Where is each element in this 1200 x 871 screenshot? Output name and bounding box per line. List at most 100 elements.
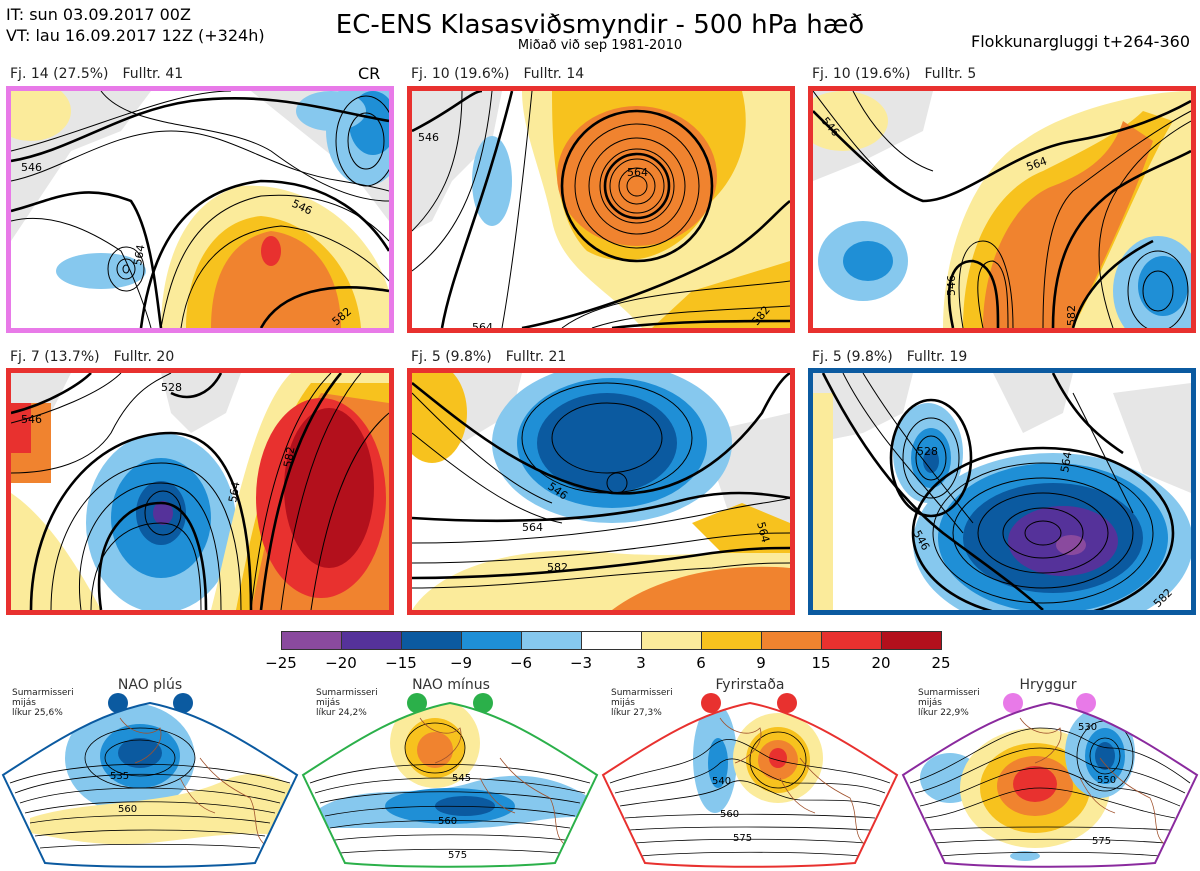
cluster-representative: Fulltr. 20 <box>113 349 175 365</box>
scale-tick: −6 <box>509 654 533 672</box>
color-swatch <box>641 631 702 650</box>
regime-info: Sumarmisseri mijás líkur 22,9% <box>918 688 980 718</box>
contour-label: 528 <box>161 381 182 394</box>
cluster-map-5: 546 564 582 564 <box>407 368 795 615</box>
color-swatch <box>701 631 762 650</box>
scale-tick: −20 <box>325 654 357 672</box>
contour-label: 550 <box>1097 775 1116 786</box>
header-times: IT: sun 03.09.2017 00Z VT: lau 16.09.201… <box>6 4 265 46</box>
regime-marker <box>473 693 493 713</box>
contour-label: 535 <box>110 771 129 782</box>
panel-4-label: Fj. 7 (13.7%) Fulltr. 20 <box>10 349 174 365</box>
contour-label: 564 <box>131 244 147 267</box>
contour-label: 582 <box>1065 305 1078 326</box>
cluster-representative: Fulltr. 21 <box>505 349 567 365</box>
cluster-representative: Fulltr. 5 <box>924 66 977 82</box>
regime-name: Hryggur <box>1019 677 1077 693</box>
contour-label: 582 <box>547 561 568 574</box>
color-swatch <box>761 631 822 650</box>
cluster-map-2: 546 564 564 582 <box>407 86 795 333</box>
cluster-representative: Fulltr. 41 <box>122 66 184 82</box>
color-swatch <box>521 631 582 650</box>
scale-tick: 9 <box>756 654 766 672</box>
valid-time: VT: lau 16.09.2017 12Z (+324h) <box>6 26 265 45</box>
contour-label: 564 <box>754 520 772 544</box>
panel-3-label: Fj. 10 (19.6%) Fulltr. 5 <box>812 66 976 82</box>
color-swatch <box>281 631 342 650</box>
regime-name: NAO mínus <box>412 677 490 693</box>
regime-name: Fyrirstaða <box>715 677 785 693</box>
panel-1-label: Fj. 14 (27.5%) Fulltr. 41 <box>10 66 183 82</box>
cluster-fraction: Fj. 7 (13.7%) <box>10 349 100 365</box>
panel-6-label: Fj. 5 (9.8%) Fulltr. 19 <box>812 349 967 365</box>
color-swatch <box>401 631 462 650</box>
regime-map-nao-plus: 535 560 <box>1 701 299 868</box>
color-swatch <box>341 631 402 650</box>
contour-label: 560 <box>438 816 457 827</box>
scale-tick: −3 <box>569 654 593 672</box>
cluster-fraction: Fj. 10 (19.6%) <box>411 66 510 82</box>
panel-5-label: Fj. 5 (9.8%) Fulltr. 21 <box>411 349 566 365</box>
contour-label: 546 <box>21 161 42 174</box>
cluster-tag: CR <box>358 64 381 83</box>
contour-label: 540 <box>712 776 731 787</box>
contour-label: 575 <box>733 833 752 844</box>
cluster-map-6: 528 546 564 582 <box>808 368 1196 615</box>
contour-label: 530 <box>1078 722 1097 733</box>
regime-marker <box>701 693 721 713</box>
contour-label: 560 <box>118 804 137 815</box>
color-swatch <box>461 631 522 650</box>
regime-marker <box>173 693 193 713</box>
classification-window: Flokkunargluggi t+264-360 <box>971 32 1190 51</box>
contour-label: 546 <box>945 275 958 296</box>
contour-label: 575 <box>1092 836 1111 847</box>
contour-label: 564 <box>226 481 242 504</box>
color-swatch <box>581 631 642 650</box>
cluster-representative: Fulltr. 19 <box>906 349 968 365</box>
regime-info: Sumarmisseri mijás líkur 25,6% <box>12 688 74 718</box>
init-time: IT: sun 03.09.2017 00Z <box>6 5 191 24</box>
cluster-map-3: 546 564 546 582 <box>808 86 1196 333</box>
cluster-representative: Fulltr. 14 <box>523 66 585 82</box>
regime-map-blocking: 540 560 575 <box>601 701 899 868</box>
color-swatch <box>881 631 942 650</box>
scale-tick: −9 <box>449 654 473 672</box>
contour-label: 560 <box>720 809 739 820</box>
contour-label: 564 <box>522 521 543 534</box>
page-subtitle: Miðað við sep 1981-2010 <box>517 38 683 53</box>
scale-tick: 3 <box>636 654 646 672</box>
cluster-fraction: Fj. 5 (9.8%) <box>812 349 893 365</box>
panel-2-label: Fj. 10 (19.6%) Fulltr. 14 <box>411 66 584 82</box>
scale-tick: 20 <box>871 654 891 672</box>
regime-marker <box>777 693 797 713</box>
cluster-fraction: Fj. 5 (9.8%) <box>411 349 492 365</box>
regime-marker <box>1076 693 1096 713</box>
contour-label: 546 <box>418 131 439 144</box>
regime-map-ridge: 530 550 575 <box>901 701 1199 868</box>
cluster-map-4: 546 564 582 528 <box>6 368 394 615</box>
contour-label: 546 <box>21 413 42 426</box>
color-swatch <box>821 631 882 650</box>
scale-tick: 6 <box>696 654 706 672</box>
page-title: EC-ENS Klasasviðsmyndir - 500 hPa hæð <box>335 10 865 40</box>
scale-tick: 25 <box>931 654 951 672</box>
contour-label: 545 <box>452 773 471 784</box>
contour-label: 564 <box>1058 451 1074 474</box>
scale-tick: 15 <box>811 654 831 672</box>
cluster-map-1: 546 564 582 546 <box>6 86 394 333</box>
contour-label: 575 <box>448 850 467 861</box>
regime-info: Sumarmisseri mijás líkur 24,2% <box>316 688 378 718</box>
cluster-fraction: Fj. 14 (27.5%) <box>10 66 109 82</box>
regime-name: NAO plús <box>117 677 183 693</box>
regime-marker <box>1003 693 1023 713</box>
regime-marker <box>407 693 427 713</box>
cluster-fraction: Fj. 10 (19.6%) <box>812 66 911 82</box>
scale-tick: −15 <box>385 654 417 672</box>
regime-marker <box>108 693 128 713</box>
contour-label: 564 <box>472 321 493 328</box>
scale-tick: −25 <box>265 654 297 672</box>
contour-label: 564 <box>627 166 648 179</box>
contour-label: 582 <box>281 446 297 469</box>
contour-label: 528 <box>917 445 938 458</box>
regime-map-nao-minus: 545 560 575 <box>301 701 599 868</box>
